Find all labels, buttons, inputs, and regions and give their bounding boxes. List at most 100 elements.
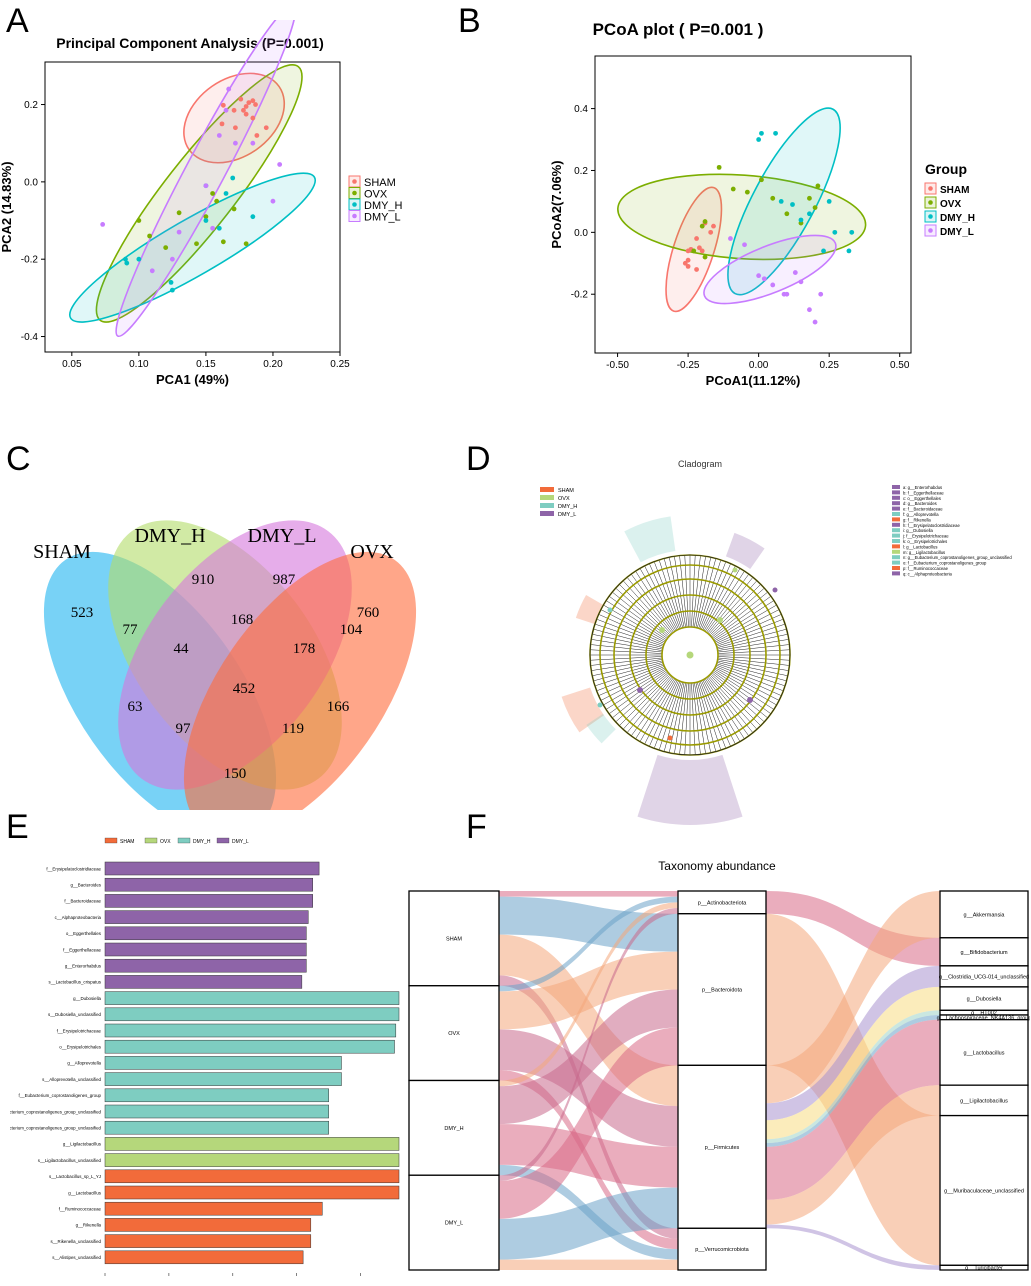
data-point-dmy-h	[778, 199, 784, 204]
data-point-dmy-l	[798, 279, 804, 285]
tree-branch	[709, 584, 761, 636]
taxon-label: m: g__Ligilactobacillus	[903, 550, 945, 555]
taxon-label: l: g__Lactobacillus	[903, 544, 937, 549]
plot-frame	[44, 61, 341, 353]
lefse-bar-label: s__Rikenella_unclassified	[50, 1239, 101, 1244]
data-point-sham	[238, 96, 244, 102]
data-point-dmy-h	[759, 130, 764, 136]
data-point-sham	[699, 248, 705, 254]
lefse-bar-label: g__Rikenella	[76, 1223, 102, 1228]
venn-count-sham: 523	[71, 605, 94, 621]
sankey-flow-group-phylum	[499, 896, 678, 992]
data-point-dmy-l	[812, 319, 818, 325]
lefse-legend-label-sham: SHAM	[120, 839, 134, 845]
data-point-dmy-h	[832, 229, 838, 235]
x-tick-label: 0.25	[330, 359, 350, 370]
sankey-node-label-p-bacteroidota: p__Bacteroidota	[702, 988, 743, 994]
taxon-label: n: g__Eubacterium_coprostanoligenes_grou…	[903, 555, 1012, 560]
sankey-flow-group-phylum	[499, 989, 678, 1125]
tree-branch	[658, 681, 682, 751]
tree-node	[667, 735, 673, 741]
data-point-sham	[233, 125, 238, 131]
sankey-node-label-g-lactobacillus: g__Lactobacillus	[964, 1050, 1005, 1056]
tree-branch	[705, 678, 745, 740]
tree-branch	[716, 662, 787, 682]
lefse-bar-label: f__Eggerthellaceae	[63, 947, 101, 952]
tree-branch	[594, 663, 664, 687]
venn-count-ovx: 760	[357, 605, 380, 621]
tree-branch	[600, 609, 666, 643]
venn-count-all: 452	[233, 681, 256, 697]
lefse-bar-f-erysipelotrichaceae	[104, 1023, 397, 1038]
sankey-flow-group-phylum	[499, 902, 678, 1087]
taxonomy-sankey: Taxonomy abundance SHAM OVX DMY_H DMY_L p__Ac…	[408, 859, 1030, 1272]
lefse-bar-g-ligilactobacillus	[104, 1137, 400, 1151]
sankey-node-label-dmy-h: DMY_H	[444, 1126, 463, 1132]
tree-branch	[635, 678, 675, 740]
lefse-bar-s-ligilactobacillus-unclassified	[104, 1153, 400, 1167]
taxon-label: b: f__Eggerthellaceae	[903, 490, 944, 495]
tree-branch	[713, 600, 775, 640]
data-point-dmy-h	[136, 256, 142, 262]
tree-branch	[626, 577, 673, 634]
taxon-key	[892, 560, 900, 565]
lefse-bar-label: s__Lactobacillus_crispatus	[49, 980, 102, 985]
tree-branch	[697, 558, 717, 629]
tree-branch	[608, 671, 668, 714]
tree-branch	[709, 674, 761, 726]
data-point-dmy-l	[784, 291, 790, 297]
data-point-sham	[685, 263, 691, 269]
taxon-key	[892, 533, 900, 538]
data-point-dmy-h	[216, 225, 222, 231]
sankey-node-group	[408, 890, 500, 987]
sankey-flow-phylum-genus	[766, 1019, 940, 1200]
lefse-bar-label: g__Eubacterium_coprostanoligenes_group_u…	[10, 1109, 102, 1114]
data-point-dmy-h	[790, 202, 795, 207]
data-point-ovx	[716, 164, 722, 170]
x-tick-label: -0.50	[606, 360, 629, 371]
tree-branch	[631, 677, 674, 737]
data-point-sham	[708, 229, 714, 235]
tree-branch	[701, 680, 731, 747]
tree-branch	[639, 679, 677, 742]
tree-branch	[679, 555, 688, 628]
x-tick-label: -0.25	[677, 360, 700, 371]
data-point-sham	[694, 236, 699, 241]
lefse-bar-label: f__Erysipelatoclostridiaceae	[46, 866, 101, 871]
lefse-bar-f-eubacterium-coprostanoligenes-group	[104, 1088, 329, 1103]
legend-label-sham: SHAM	[364, 177, 396, 189]
tree-branch	[653, 561, 681, 629]
lefse-bar-f-eggerthellaceae	[104, 942, 307, 957]
data-point-ovx	[702, 219, 708, 224]
sankey-node-label-g-dubosiella: g__Dubosiella	[967, 997, 1003, 1003]
sankey-flow-group-phylum	[499, 1187, 678, 1260]
taxon-label: d: g__Bacteroides	[903, 501, 937, 506]
tree-branch	[653, 681, 681, 749]
sankey-node-genus	[939, 1264, 1029, 1271]
y-axis-label: PCA2 (14.83%)	[0, 161, 14, 252]
tree-branch	[674, 682, 686, 754]
panel-label-e: E	[6, 808, 29, 846]
sankey-flow-group-phylum	[499, 1124, 678, 1188]
legend-dot-ovx	[352, 190, 357, 196]
lefse-legend-label-ovx: OVX	[160, 839, 171, 845]
clade-highlight-dmy-h	[624, 516, 676, 563]
lefse-legend-key-dmy-l	[216, 837, 230, 844]
x-tick-label: 0.05	[62, 359, 82, 370]
tree-branch	[596, 618, 664, 646]
data-point-ovx	[231, 206, 237, 212]
cladogram-legend-label-sham: SHAM	[558, 488, 574, 494]
data-point-sham	[682, 260, 688, 266]
data-point-ovx	[784, 211, 790, 217]
lefse-bar-label: s__Ligilactobacillus_unclassified	[38, 1158, 102, 1163]
legend-dot-ovx	[928, 200, 933, 205]
cladogram-legend-label-ovx: OVX	[558, 496, 570, 502]
tree-branch	[716, 623, 786, 647]
data-point-dmy-h	[773, 130, 778, 136]
tree-branch	[702, 565, 736, 631]
venn-count-dmy-h-ovx: 166	[327, 699, 350, 715]
sankey-node-label-g-turicibacter: g__Turicibacter	[965, 1266, 1003, 1272]
legend-dot-dmy-l	[352, 213, 357, 219]
tree-branch	[699, 561, 727, 629]
tree-branch	[711, 672, 768, 719]
